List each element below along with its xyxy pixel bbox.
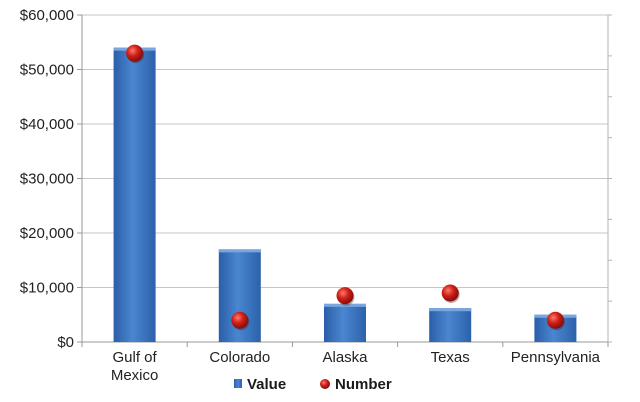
tick-labels: $0 $10,000 $20,000 $30,000 $40,000 $50,000 $60… xyxy=(20,7,601,384)
legend-label-number: Number xyxy=(335,376,392,393)
marker xyxy=(546,311,564,329)
legend-swatch-marker xyxy=(320,379,330,389)
markers xyxy=(126,44,565,331)
y-tick-label: $0 xyxy=(57,334,74,351)
grid-lines xyxy=(82,14,608,288)
legend-label-value: Value xyxy=(247,376,286,393)
marker xyxy=(336,287,354,305)
x-tick-label: Alaska xyxy=(322,349,368,366)
bars xyxy=(113,47,577,342)
x-tick-label: Pennsylvania xyxy=(511,349,601,366)
bar xyxy=(113,47,156,342)
y-tick-label: $30,000 xyxy=(20,171,74,188)
y-tick-label: $40,000 xyxy=(20,116,74,133)
marker xyxy=(441,284,459,302)
x-tick-label: Gulf of xyxy=(113,349,158,366)
y-tick-label: $50,000 xyxy=(20,62,74,79)
legend: Value Number xyxy=(234,376,392,393)
bar xyxy=(324,303,366,342)
y-tick-label: $60,000 xyxy=(20,7,74,24)
marker xyxy=(126,44,144,62)
bar-top-highlight xyxy=(429,308,472,312)
bar-top-highlight xyxy=(218,249,261,253)
y-tick-label: $20,000 xyxy=(20,225,74,242)
x-tick-label: Texas xyxy=(431,349,470,366)
y-tick-label: $10,000 xyxy=(20,280,74,297)
bar xyxy=(429,308,472,342)
x-tick-label: Colorado xyxy=(209,349,270,366)
x-tick-label: Mexico xyxy=(111,367,159,384)
bar-top-highlight xyxy=(324,303,366,307)
legend-swatch-bar xyxy=(234,379,242,388)
marker xyxy=(231,311,249,329)
